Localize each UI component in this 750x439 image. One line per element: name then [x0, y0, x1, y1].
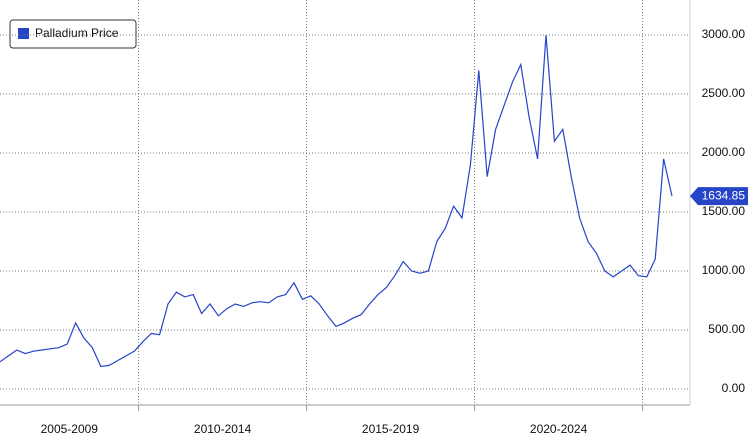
last-value-label: 1634.85 [702, 188, 746, 202]
legend-label: Palladium Price [35, 26, 119, 40]
y-tick-label: 1000.00 [702, 263, 746, 277]
y-tick-label: 0.00 [722, 381, 746, 395]
legend-swatch [18, 28, 29, 39]
x-tick-label: 2010-2014 [194, 422, 252, 436]
y-tick-label: 3000.00 [702, 27, 746, 41]
legend-box [9, 19, 137, 49]
y-tick-label: 1500.00 [702, 204, 746, 218]
x-tick-label: 2020-2024 [530, 422, 588, 436]
legend: Palladium Price [9, 19, 137, 49]
price-line [0, 34, 673, 368]
y-tick-label: 2500.00 [702, 86, 746, 100]
x-tick-label: 2015-2019 [362, 422, 420, 436]
y-tick-label: 500.00 [708, 322, 745, 336]
y-tick-label: 2000.00 [702, 145, 746, 159]
x-tick-label: 2005-2009 [41, 422, 99, 436]
last-value-tag [690, 187, 748, 206]
